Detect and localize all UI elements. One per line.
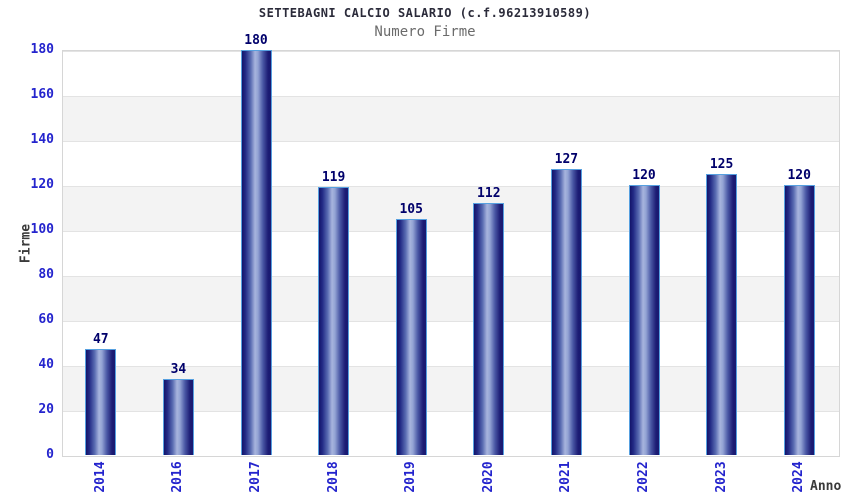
bar-value-label: 34 bbox=[170, 361, 187, 377]
bar bbox=[628, 185, 660, 455]
x-tick-label: 2021 bbox=[558, 461, 574, 493]
y-tick-label: 20 bbox=[38, 402, 54, 417]
bar-value-label: 105 bbox=[399, 201, 423, 217]
bar-value-label: 125 bbox=[709, 156, 734, 172]
x-tick-label: 2024 bbox=[791, 461, 807, 493]
bar-value-label: 127 bbox=[554, 152, 579, 168]
chart-title: SETTEBAGNI CALCIO SALARIO (c.f.962139105… bbox=[258, 6, 592, 20]
x-tick-label: 2018 bbox=[325, 461, 341, 493]
bar bbox=[162, 378, 194, 455]
x-axis-label: Anno bbox=[810, 479, 842, 494]
x-tick-label: 2022 bbox=[636, 461, 651, 493]
x-tick-label: 2020 bbox=[480, 461, 496, 493]
y-tick-label: 0 bbox=[46, 447, 54, 462]
bar-value-label: 112 bbox=[477, 186, 501, 201]
x-tick-label: 2019 bbox=[403, 461, 419, 493]
y-tick-label: 80 bbox=[38, 267, 54, 282]
x-tick-label: 2016 bbox=[170, 461, 186, 493]
y-tick-label: 60 bbox=[38, 312, 54, 327]
y-tick-label: 180 bbox=[30, 42, 54, 57]
bar bbox=[318, 187, 350, 455]
bar-value-label: 180 bbox=[244, 33, 268, 48]
y-tick-label: 100 bbox=[30, 222, 54, 237]
x-tick-label: 2014 bbox=[92, 461, 108, 493]
x-tick-label: 2023 bbox=[713, 461, 729, 493]
bar bbox=[395, 218, 427, 455]
bar bbox=[85, 349, 117, 455]
chart-subtitle: Numero Firme bbox=[374, 24, 476, 40]
bar-value-label: 47 bbox=[92, 332, 109, 348]
bar-value-label: 120 bbox=[632, 168, 656, 183]
bar bbox=[240, 50, 272, 455]
bar bbox=[550, 169, 582, 455]
bar-value-label: 119 bbox=[321, 170, 346, 186]
y-tick-label: 120 bbox=[30, 177, 54, 192]
bar bbox=[783, 185, 815, 455]
x-tick-label: 2017 bbox=[248, 461, 263, 493]
y-tick-label: 40 bbox=[38, 357, 54, 372]
bar-value-label: 120 bbox=[787, 168, 811, 183]
y-tick-label: 160 bbox=[30, 87, 54, 102]
bar bbox=[706, 173, 738, 455]
y-tick-label: 140 bbox=[30, 132, 54, 147]
bar bbox=[473, 203, 505, 455]
